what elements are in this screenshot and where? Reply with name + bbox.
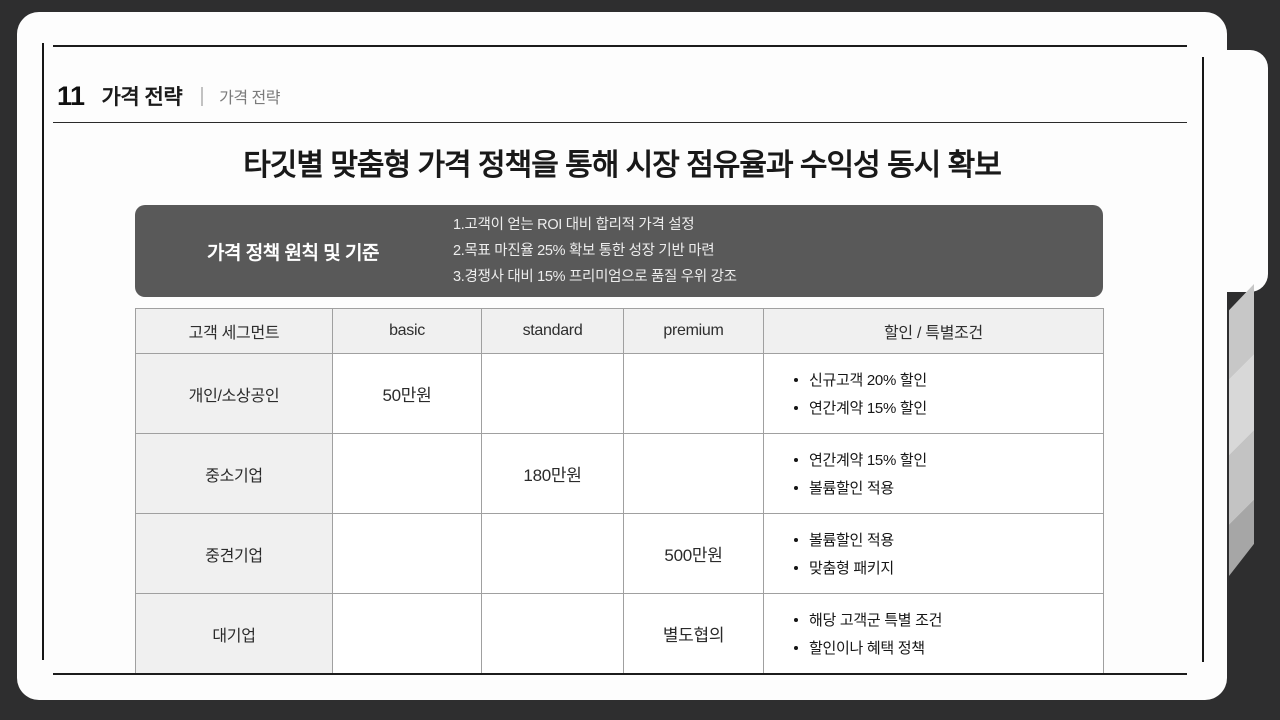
segment-cell: 중소기업: [135, 433, 333, 514]
bullet-dot-icon: [794, 457, 798, 462]
benefit-item: 신규고객 20% 할인: [794, 369, 1093, 390]
bullet-dot-icon: [794, 537, 798, 542]
price-basic-cell: [332, 513, 482, 594]
segment-cell: 중견기업: [135, 513, 333, 594]
price-standard-cell: 180만원: [481, 433, 624, 514]
price-premium-cell: 500만원: [623, 513, 764, 594]
bullet-dot-icon: [794, 485, 798, 490]
bullet-dot-icon: [794, 377, 798, 382]
price-basic-cell: [332, 593, 482, 674]
price-premium-cell: 별도협의: [623, 593, 764, 674]
top-divider: [53, 45, 1187, 47]
benefit-item: 볼륨할인 적용: [794, 477, 1093, 498]
price-premium-cell: [623, 353, 764, 434]
section-subtitle: 가격 전략: [219, 90, 280, 107]
benefit-text: 맞춤형 패키지: [809, 560, 894, 577]
header-separator: [201, 86, 204, 106]
right-border-line: [1202, 57, 1204, 662]
stacked-page-stripes: [1229, 284, 1254, 576]
header-row: 고객 세그먼트 basic standard premium 할인 / 특별조건: [135, 308, 1104, 354]
left-border-line: [42, 43, 44, 660]
bullet-dot-icon: [794, 645, 798, 650]
price-premium-cell: [623, 433, 764, 514]
slide-header: 11 가격 전략 가격 전략: [57, 70, 280, 122]
bullet-dot-icon: [794, 617, 798, 622]
benefit-item: 맞춤형 패키지: [794, 557, 1093, 578]
principles-item: 3.경쟁사 대비 15% 프리미엄으로 품질 우위 강조: [453, 269, 737, 285]
benefit-text: 연간계약 15% 할인: [809, 400, 927, 417]
bullet-dot-icon: [794, 565, 798, 570]
price-basic-cell: 50만원: [332, 353, 482, 434]
benefit-item: 볼륨할인 적용: [794, 529, 1093, 550]
price-standard-cell: [481, 513, 624, 594]
benefit-text: 할인이나 혜택 정책: [809, 640, 925, 657]
bottom-divider: [53, 673, 1187, 675]
benefit-text: 해당 고객군 특별 조건: [809, 612, 943, 629]
principles-list: 1.고객이 얻는 ROI 대비 합리적 가격 설정 2.목표 마진율 25% 확보…: [453, 205, 1089, 297]
column-header: 할인 / 특별조건: [763, 308, 1104, 354]
slide-card: 11 가격 전략 가격 전략 타깃별 맞춤형 가격 정책을 통해 시장 점유율과…: [17, 12, 1227, 700]
benefit-text: 연간계약 15% 할인: [809, 452, 927, 469]
header-divider: [53, 122, 1187, 123]
benefit-item: 연간계약 15% 할인: [794, 397, 1093, 418]
benefit-item: 연간계약 15% 할인: [794, 449, 1093, 470]
benefit-item: 할인이나 혜택 정책: [794, 637, 1093, 658]
column-header: 고객 세그먼트: [135, 308, 333, 354]
column-header: premium: [623, 308, 764, 354]
segment-cell: 개인/소상공인: [135, 353, 333, 434]
price-basic-cell: [332, 433, 482, 514]
pricing-table-body: 개인/소상공인 50만원 신규고객 20% 할인 연간계약 15% 할인 중소기업 180…: [135, 353, 1104, 674]
section-title: 가격 전략: [101, 86, 183, 109]
principles-label: 가격 정책 원칙 및 기준: [207, 242, 379, 264]
column-header: basic: [332, 308, 482, 354]
slide-number: 11: [57, 80, 85, 111]
benefit-item: 해당 고객군 특별 조건: [794, 609, 1093, 630]
benefit-text: 볼륨할인 적용: [809, 480, 894, 497]
price-standard-cell: [481, 353, 624, 434]
column-header: standard: [481, 308, 624, 354]
slide-title: 타깃별 맞춤형 가격 정책을 통해 시장 점유율과 수익성 동시 확보: [243, 149, 1002, 182]
pricing-table-head: 고객 세그먼트 basic standard premium 할인 / 특별조건: [135, 308, 1104, 354]
pricing-table: 고객 세그먼트 basic standard premium 할인 / 특별조건 개인/…: [135, 308, 1104, 674]
principles-item: 2.목표 마진율 25% 확보 통한 성장 기반 마련: [453, 243, 715, 259]
benefit-text: 신규고객 20% 할인: [809, 372, 927, 389]
price-standard-cell: [481, 593, 624, 674]
principles-item: 1.고객이 얻는 ROI 대비 합리적 가격 설정: [453, 217, 695, 233]
benefit-text: 볼륨할인 적용: [809, 532, 894, 549]
segment-cell: 대기업: [135, 593, 333, 674]
principles-box: 가격 정책 원칙 및 기준 1.고객이 얻는 ROI 대비 합리적 가격 설정 2…: [135, 205, 1103, 297]
pricing-table-wrap: 고객 세그먼트 basic standard premium 할인 / 특별조건 개인/…: [135, 308, 1104, 674]
bullet-dot-icon: [794, 405, 798, 410]
